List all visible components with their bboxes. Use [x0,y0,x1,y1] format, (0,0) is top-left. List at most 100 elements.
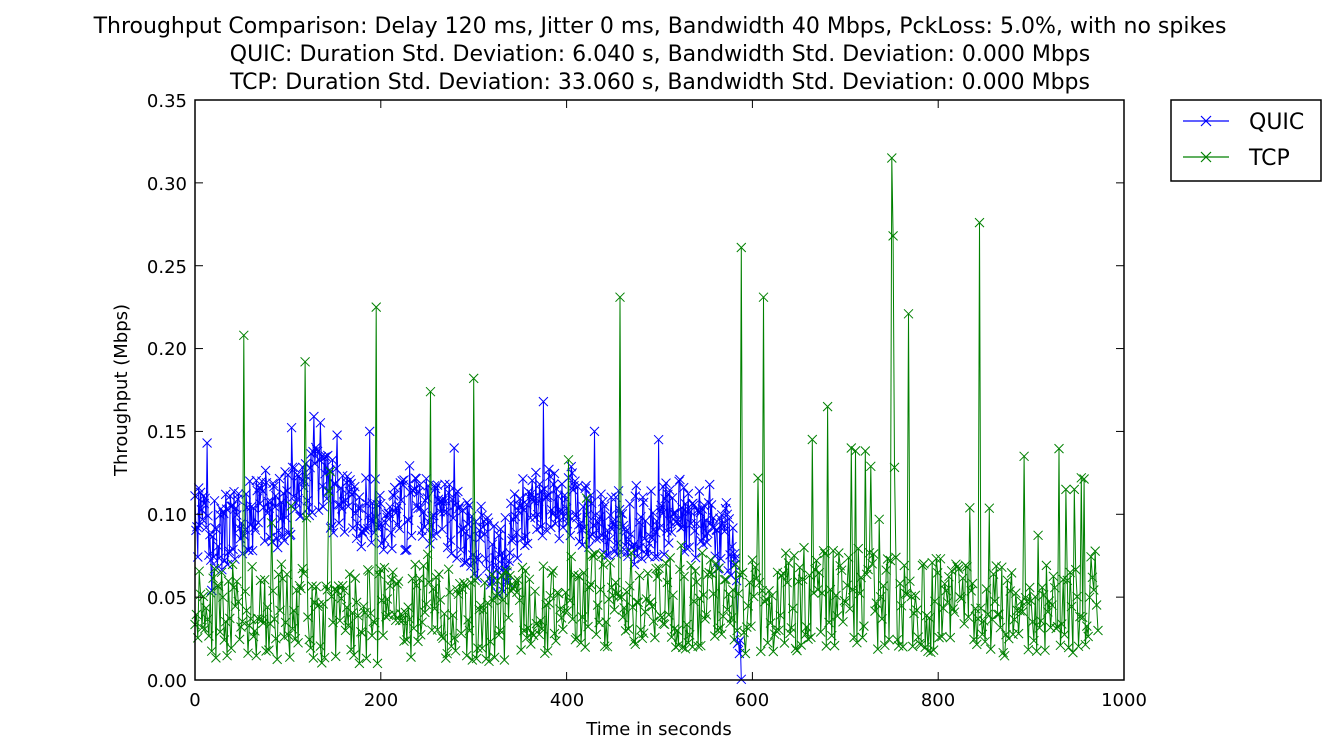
data-point-tcp [620,626,631,636]
data-point-tcp [394,615,405,626]
data-point-quic [329,479,340,489]
data-point-tcp [945,632,956,643]
data-point-tcp [792,645,802,656]
data-point-tcp [907,641,918,652]
data-point-quic [631,480,642,491]
data-point-tcp [475,600,486,611]
data-point-tcp [491,591,501,601]
data-point-tcp [371,302,382,312]
data-point-tcp [896,600,907,611]
data-point-quic [455,544,466,555]
data-point-tcp [707,569,717,579]
data-point-tcp [471,653,482,664]
data-point-tcp [754,577,765,588]
data-point-tcp [1049,582,1060,593]
data-point-tcp [679,571,689,582]
data-point-tcp [1001,629,1011,640]
data-point-tcp [893,641,904,651]
data-point-quic [197,514,208,525]
data-point-tcp [626,547,637,558]
data-point-quic [357,526,368,537]
data-point-tcp [581,493,592,503]
data-point-tcp [194,566,205,577]
data-point-quic [208,552,219,562]
data-point-tcp [208,573,218,584]
data-point-tcp [420,607,430,618]
data-point-tcp [755,646,766,657]
data-point-quic [347,489,357,500]
data-point-tcp [445,587,455,598]
data-point-tcp [801,622,812,632]
data-point-tcp [874,514,885,525]
data-point-quic [648,507,658,518]
data-point-tcp [944,571,954,582]
data-point-quic [334,518,344,528]
data-point-tcp [599,641,610,652]
data-point-quic [257,486,268,496]
data-point-quic [317,481,328,492]
data-point-tcp [633,597,643,608]
data-point-tcp [296,583,306,594]
data-point-quic [260,465,271,476]
data-point-tcp [1077,612,1088,623]
data-point-tcp [597,549,607,560]
data-point-tcp [978,616,989,626]
legend-label-quic: QUIC [1249,110,1304,135]
data-point-tcp [650,632,660,643]
data-point-quic [571,509,581,520]
data-point-tcp [891,552,901,563]
data-point-tcp [556,613,567,623]
data-point-tcp [513,575,524,585]
data-point-quic [479,529,490,539]
data-point-tcp [311,581,322,592]
data-point-quic [628,539,639,550]
data-point-quic [608,516,618,527]
data-point-tcp [810,564,820,575]
data-point-quic [205,529,215,540]
data-point-quic [318,501,329,512]
data-point-tcp [668,590,678,601]
data-point-tcp [379,562,390,573]
data-point-tcp [1047,600,1057,611]
data-point-quic [670,507,681,518]
data-point-quic [704,479,715,490]
data-point-tcp [998,647,1009,658]
data-point-tcp [1009,614,1020,625]
data-point-tcp [630,639,641,650]
data-point-tcp [768,646,779,657]
data-point-quic [509,489,520,499]
data-point-tcp [321,581,331,591]
data-point-tcp [424,577,434,588]
data-point-tcp [1081,621,1092,631]
data-point-quic [663,538,674,548]
data-point-quic [618,520,629,531]
data-point-quic [485,579,496,590]
data-point-quic [244,545,254,556]
data-point-quic [492,565,502,575]
data-point-tcp [482,598,493,608]
data-point-tcp [730,559,741,570]
data-point-quic [651,516,662,526]
data-point-tcp [316,658,327,668]
data-point-tcp [233,596,244,607]
data-point-tcp [506,586,517,596]
data-point-tcp [905,576,915,587]
data-point-quic [437,524,447,535]
data-point-tcp [413,636,423,647]
data-point-tcp [846,443,857,453]
data-point-tcp [376,595,387,606]
data-point-tcp [435,595,446,605]
data-point-quic [270,490,281,501]
data-point-quic [489,521,499,531]
data-point-tcp [807,434,818,445]
data-point-tcp [886,153,897,163]
data-point-quic [286,422,297,433]
data-point-quic [409,484,420,494]
data-point-quic [454,501,465,511]
data-point-tcp [716,629,727,640]
data-point-quic [445,535,456,546]
data-point-tcp [1059,629,1070,640]
data-point-quic [661,478,671,488]
x-tick-label-200: 200 [364,690,398,711]
